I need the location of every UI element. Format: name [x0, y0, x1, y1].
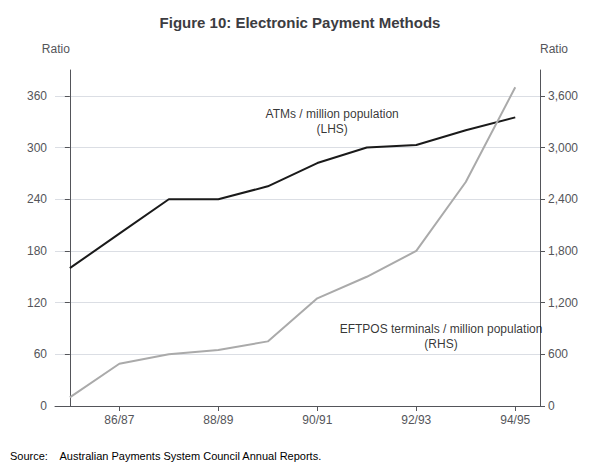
svg-text:Ratio: Ratio — [42, 42, 70, 56]
svg-text:2,400: 2,400 — [548, 192, 578, 206]
svg-text:180: 180 — [27, 244, 47, 258]
svg-text:0: 0 — [40, 399, 47, 413]
svg-text:Figure 10: Electronic Payment: Figure 10: Electronic Payment Methods — [160, 14, 441, 31]
svg-text:92/93: 92/93 — [401, 413, 431, 427]
svg-text:ATMs / million population: ATMs / million population — [266, 107, 399, 121]
svg-text:120: 120 — [27, 296, 47, 310]
svg-text:86/87: 86/87 — [104, 413, 134, 427]
svg-text:1,200: 1,200 — [548, 296, 578, 310]
svg-text:600: 600 — [548, 347, 568, 361]
svg-text:94/95: 94/95 — [500, 413, 530, 427]
svg-text:(LHS): (LHS) — [316, 122, 347, 136]
svg-text:3,000: 3,000 — [548, 141, 578, 155]
svg-text:Source: Australian Payments: Source: Australian Payments System Counc… — [10, 450, 321, 462]
svg-text:60: 60 — [34, 347, 48, 361]
svg-text:88/89: 88/89 — [203, 413, 233, 427]
svg-text:EFTPOS terminals / million pop: EFTPOS terminals / million population — [340, 322, 543, 336]
svg-text:(RHS): (RHS) — [424, 337, 457, 351]
svg-text:Ratio: Ratio — [540, 42, 568, 56]
svg-text:360: 360 — [27, 89, 47, 103]
svg-text:90/91: 90/91 — [302, 413, 332, 427]
svg-text:3,600: 3,600 — [548, 89, 578, 103]
svg-text:300: 300 — [27, 141, 47, 155]
svg-text:240: 240 — [27, 192, 47, 206]
svg-text:1,800: 1,800 — [548, 244, 578, 258]
svg-text:0: 0 — [548, 399, 555, 413]
